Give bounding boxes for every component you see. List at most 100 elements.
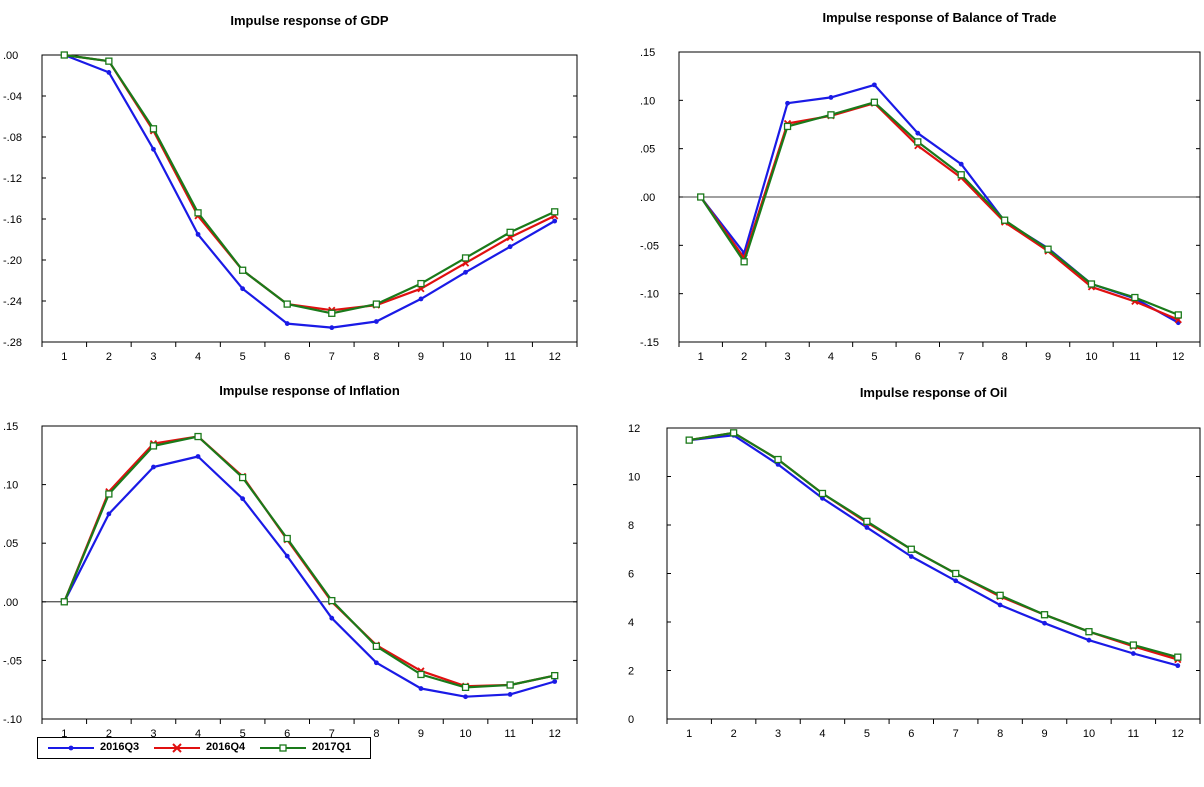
y-tick-label: -.16	[3, 214, 22, 226]
data-point	[551, 208, 559, 216]
legend-marker-square	[260, 744, 306, 752]
y-tick-label: .05	[640, 144, 655, 156]
data-point	[240, 496, 246, 502]
data-point	[552, 679, 558, 684]
legend-label: 2016Q4	[206, 741, 246, 753]
x-tick-label: 10	[1085, 351, 1097, 363]
series-line-2017Q1	[63, 435, 555, 689]
data-point	[729, 429, 738, 437]
data-point	[506, 228, 514, 236]
data-point	[149, 125, 158, 133]
data-point	[870, 98, 879, 106]
data-point	[697, 193, 705, 201]
data-point	[996, 591, 1004, 599]
data-point	[507, 244, 513, 250]
data-point	[329, 325, 335, 331]
data-point	[1131, 293, 1139, 302]
data-point	[506, 681, 514, 689]
y-tick-label: .00	[3, 597, 18, 609]
x-tick-label: 3	[150, 728, 156, 740]
legend-item-2016q4: 2016Q4	[150, 739, 260, 757]
data-point	[871, 82, 877, 88]
x-tick-label: 6	[284, 728, 290, 740]
x-tick-label: 2	[106, 351, 112, 363]
x-tick-label: 5	[240, 728, 246, 740]
x-tick-label: 8	[373, 351, 379, 363]
legend-item-2017q1: 2017Q1	[256, 739, 366, 757]
data-point	[60, 51, 68, 59]
x-tick-label: 12	[1172, 351, 1184, 363]
x-tick-label: 7	[953, 728, 959, 740]
data-point	[1040, 611, 1049, 619]
data-point	[283, 300, 291, 308]
data-point	[106, 511, 112, 517]
data-point	[864, 525, 870, 530]
data-point	[194, 209, 202, 217]
x-tick-label: 12	[549, 351, 561, 363]
y-tick-label: 8	[628, 520, 634, 532]
data-point	[952, 569, 960, 578]
y-tick-label: 4	[628, 617, 634, 629]
x-tick-label: 9	[1045, 351, 1051, 363]
x-tick-label: 8	[373, 728, 379, 740]
x-tick-label: 9	[1041, 728, 1047, 740]
data-point	[1174, 653, 1182, 661]
legend-label: 2016Q3	[100, 741, 140, 753]
chart-title: Impulse response of Balance of Trade	[822, 10, 1056, 25]
data-point	[373, 660, 379, 666]
x-tick-label: 8	[1002, 351, 1008, 363]
data-point	[953, 578, 959, 584]
y-tick-label: .00	[640, 192, 655, 204]
data-point	[149, 442, 158, 450]
x-tick-label: 4	[195, 351, 201, 363]
x-tick-label: 8	[997, 728, 1003, 740]
x-tick-label: 7	[329, 728, 335, 740]
x-tick-label: 11	[1129, 351, 1140, 363]
data-point	[106, 70, 112, 75]
x-tick-label: 10	[459, 728, 471, 740]
x-tick-label: 4	[195, 728, 201, 740]
series-line-2016Q3	[63, 53, 556, 329]
data-point	[417, 670, 425, 679]
y-tick-label: -.15	[640, 337, 659, 349]
data-point	[1044, 245, 1052, 253]
series-line-2017Q1	[699, 101, 1179, 316]
data-point	[785, 100, 790, 106]
x-tick-label: 10	[459, 351, 471, 363]
data-point	[240, 286, 246, 292]
data-point	[783, 122, 792, 131]
data-point	[328, 596, 336, 605]
y-tick-label: -.10	[3, 714, 22, 726]
x-tick-label: 6	[915, 351, 921, 363]
data-point	[740, 258, 748, 266]
chart-panel-3: Impulse response of Inflation .15 .10 .05 .0…	[3, 383, 578, 740]
x-tick-label: 4	[828, 351, 834, 363]
y-tick-label: .10	[3, 480, 18, 492]
data-point	[194, 432, 202, 441]
data-point	[1174, 311, 1182, 319]
data-point	[1130, 651, 1136, 656]
chart-title: Impulse response of Inflation	[219, 383, 400, 398]
plot-frame	[666, 427, 1201, 720]
y-tick-label: .15	[3, 421, 18, 433]
x-tick-label: 9	[418, 728, 424, 740]
data-point	[828, 95, 834, 100]
x-tick-label: 6	[908, 728, 914, 740]
data-point	[283, 534, 291, 543]
chart-title: Impulse response of Oil	[860, 385, 1007, 400]
y-tick-label: -.05	[640, 240, 659, 252]
y-tick-label: 10	[628, 472, 640, 484]
x-tick-label: 3	[784, 351, 790, 363]
data-point	[328, 309, 336, 317]
series-line-2016Q4	[689, 431, 1179, 661]
data-point	[774, 455, 782, 464]
data-point	[551, 671, 559, 680]
series-line-2016Q4	[699, 102, 1179, 321]
data-point	[957, 171, 965, 179]
data-point	[463, 694, 468, 700]
data-point	[818, 489, 827, 498]
legend: 2016Q3 2016Q4 2017Q1	[37, 737, 371, 759]
legend-marker-x	[154, 743, 200, 753]
x-tick-label: 7	[958, 351, 964, 363]
